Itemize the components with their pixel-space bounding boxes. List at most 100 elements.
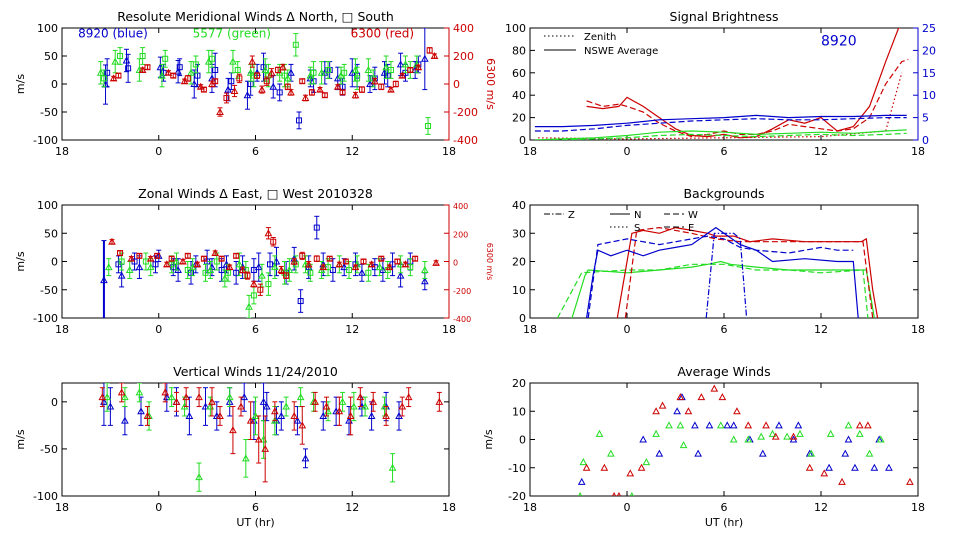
data-point-triangle	[729, 435, 738, 443]
x-tick-label: 12	[345, 323, 359, 336]
data-point-triangle	[182, 393, 191, 401]
x-axis-label: UT (hr)	[236, 516, 274, 529]
data-point-triangle	[694, 449, 702, 457]
data-point-triangle	[117, 388, 126, 396]
data-point-square	[267, 261, 274, 268]
data-point-triangle	[676, 393, 685, 401]
x-tick-label: 12	[814, 323, 828, 336]
legend-label: N	[634, 210, 641, 221]
y-tick-label: 20	[512, 256, 526, 269]
data-point-triangle	[221, 274, 229, 282]
data-point-square	[152, 261, 159, 268]
data-point-triangle	[369, 397, 378, 405]
data-point-triangle	[826, 429, 835, 437]
series-line-green	[571, 260, 875, 318]
data-point-square	[299, 78, 306, 85]
data-point-square	[284, 83, 291, 90]
data-point-square	[208, 55, 215, 62]
data-point-triangle	[287, 88, 295, 96]
y-axis-label: m/s	[14, 429, 27, 449]
data-point-square	[170, 72, 177, 79]
x-tick-label: 18	[523, 501, 537, 514]
data-point-triangle	[261, 444, 270, 452]
x-tick-label: 18	[523, 145, 537, 158]
data-point-triangle	[216, 411, 224, 419]
data-point-triangle	[626, 469, 635, 477]
data-point-square	[212, 67, 219, 73]
series-line-blue	[587, 235, 854, 318]
y-tick-label: 20	[512, 377, 526, 390]
data-point-square	[225, 269, 232, 276]
data-point-triangle	[385, 263, 394, 271]
data-point-triangle	[844, 421, 853, 429]
data-point-triangle	[167, 393, 176, 401]
data-point-triangle	[639, 435, 648, 443]
data-point-triangle	[111, 57, 120, 65]
data-point-triangle	[420, 277, 429, 285]
x-tick-label: 18	[55, 145, 69, 158]
data-point-triangle	[311, 397, 320, 405]
data-point-triangle	[825, 463, 833, 471]
data-point-square	[339, 89, 346, 96]
plot-area	[98, 383, 444, 492]
y-right-tick-label: 10	[922, 89, 936, 102]
data-point-triangle	[290, 411, 299, 419]
data-point-square	[162, 55, 169, 62]
data-point-triangle	[172, 397, 181, 405]
data-point-triangle	[611, 491, 617, 496]
y-tick-label: 0	[51, 396, 58, 409]
data-point-triangle	[211, 248, 220, 257]
data-point-square	[100, 75, 107, 82]
data-point-square	[412, 255, 419, 262]
data-point-square	[265, 281, 272, 288]
data-point-triangle	[838, 477, 846, 485]
plot-frame	[529, 204, 919, 319]
data-point-triangle	[351, 91, 360, 99]
data-point-triangle	[579, 458, 588, 466]
data-point-triangle	[789, 432, 798, 440]
data-point-triangle	[250, 280, 258, 288]
data-point-triangle	[230, 86, 239, 94]
data-point-triangle	[794, 421, 803, 429]
data-point-triangle	[401, 260, 410, 268]
data-point-triangle	[783, 432, 791, 440]
annotation-blue: 8920 (blue)	[78, 27, 148, 41]
data-point-triangle	[225, 393, 234, 401]
data-point-triangle	[716, 421, 725, 429]
y-right-tick-label: 15	[922, 67, 936, 80]
data-point-triangle	[185, 411, 194, 419]
data-point-square	[313, 255, 320, 262]
data-point-triangle	[388, 463, 397, 471]
data-point-triangle	[432, 258, 440, 266]
data-point-triangle	[335, 407, 344, 415]
data-point-triangle	[104, 263, 113, 271]
data-point-triangle	[358, 268, 366, 276]
chart-title: Zonal Winds Δ East, □ West 2010328	[138, 186, 373, 201]
data-point-triangle	[248, 57, 257, 65]
data-point-triangle	[319, 263, 328, 271]
data-point-square	[263, 78, 270, 85]
y-right-tick-label: 0	[453, 78, 460, 91]
data-point-square	[378, 255, 385, 262]
data-point-triangle	[375, 263, 384, 271]
data-point-triangle	[135, 388, 144, 396]
y-tick-label: 40	[512, 89, 526, 102]
data-point-triangle	[435, 397, 444, 405]
data-point-triangle	[245, 302, 253, 310]
y-tick-label: 0	[519, 134, 526, 147]
y-tick-label: 100	[37, 199, 58, 212]
data-point-square	[360, 258, 367, 265]
data-point-square	[354, 75, 361, 82]
data-point-square	[365, 269, 372, 276]
x-tick-label: 18	[442, 145, 456, 158]
data-point-triangle	[103, 393, 111, 401]
series-line-blue	[705, 232, 748, 318]
annotation-blue: 8920	[821, 33, 857, 49]
data-point-square	[281, 72, 288, 79]
legend-label: Zenith	[584, 32, 616, 43]
plot-frame	[61, 27, 450, 141]
data-point-triangle	[162, 260, 171, 268]
data-point-triangle	[246, 416, 255, 424]
